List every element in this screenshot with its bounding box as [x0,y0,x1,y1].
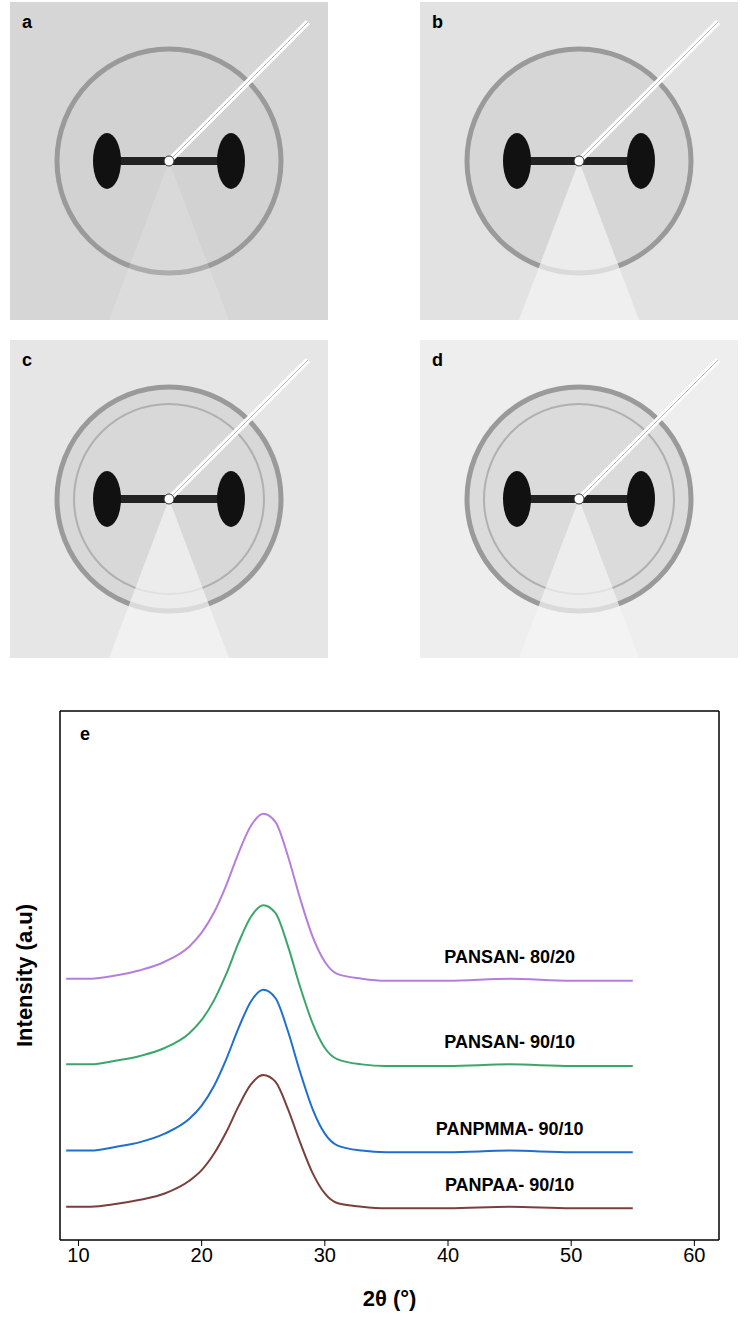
svg-text:30: 30 [314,1244,336,1266]
svg-text:PANSAN- 90/10: PANSAN- 90/10 [444,1032,575,1052]
svg-text:20: 20 [191,1244,213,1266]
svg-text:b: b [432,12,443,32]
svg-text:c: c [22,350,32,370]
svg-text:10: 10 [67,1244,89,1266]
svg-text:a: a [22,12,33,32]
svg-text:50: 50 [560,1244,582,1266]
svg-text:40: 40 [437,1244,459,1266]
svg-text:PANPAA- 90/10: PANPAA- 90/10 [445,1175,574,1195]
svg-text:d: d [432,350,443,370]
html-text:e: e [80,724,90,744]
svg-text:PANPMMA- 90/10: PANPMMA- 90/10 [436,1119,584,1139]
svg-text:60: 60 [683,1244,705,1266]
svg-text:Intensity (a.u): Intensity (a.u) [12,904,37,1047]
svg-text:PANSAN- 80/20: PANSAN- 80/20 [444,947,575,967]
svg-text:2θ (°): 2θ (°) [363,1286,417,1311]
